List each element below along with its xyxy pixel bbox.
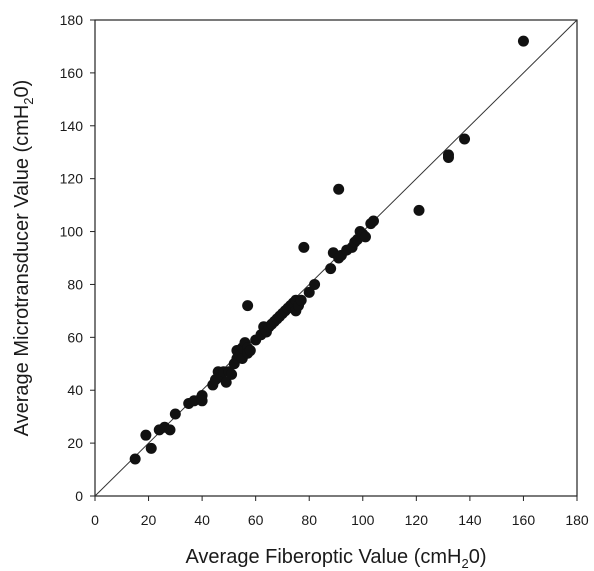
- x-axis-ticks: 0 20 40 60 80 100 120 140 160 180: [91, 496, 589, 528]
- x-tick-label: 0: [91, 512, 99, 528]
- data-point: [367, 215, 379, 227]
- data-point: [359, 231, 371, 243]
- data-point: [459, 133, 471, 145]
- x-tick-label: 100: [351, 512, 375, 528]
- plot-frame: [94, 19, 578, 497]
- y-tick-label: 140: [60, 118, 84, 134]
- y-tick-label: 20: [67, 435, 83, 451]
- data-point: [333, 183, 345, 195]
- x-tick-label: 160: [512, 512, 536, 528]
- data-point: [145, 442, 157, 454]
- data-point: [140, 429, 152, 441]
- data-point: [517, 35, 529, 47]
- data-point: [164, 424, 176, 436]
- y-tick-label: 180: [60, 12, 84, 28]
- y-tick-label: 0: [75, 488, 83, 504]
- x-tick-label: 40: [194, 512, 210, 528]
- y-tick-label: 160: [60, 65, 84, 81]
- x-axis-title: Average Fiberoptic Value (cmH20): [185, 546, 486, 571]
- y-tick-label: 100: [60, 224, 84, 240]
- x-tick-label: 80: [301, 512, 317, 528]
- data-point: [442, 149, 454, 161]
- data-points: [129, 35, 529, 465]
- data-point: [325, 263, 337, 275]
- data-point: [413, 204, 425, 216]
- data-point: [309, 278, 321, 290]
- data-point: [298, 241, 310, 253]
- y-axis-title: Average Microtransducer Value (cmH20): [11, 80, 36, 437]
- data-point: [220, 376, 232, 388]
- data-point: [244, 345, 256, 357]
- x-tick-label: 180: [565, 512, 589, 528]
- data-point: [196, 395, 208, 407]
- y-tick-label: 120: [60, 171, 84, 187]
- x-tick-label: 120: [405, 512, 429, 528]
- y-tick-label: 40: [67, 382, 83, 398]
- data-point: [303, 286, 315, 298]
- data-point: [295, 294, 307, 306]
- x-tick-label: 140: [458, 512, 482, 528]
- x-tick-label: 20: [141, 512, 157, 528]
- data-point: [226, 368, 238, 380]
- data-point: [242, 300, 254, 312]
- data-point: [129, 453, 141, 465]
- y-tick-label: 60: [67, 329, 83, 345]
- y-axis-ticks: 0 20 40 60 80 100 120 140 160 180: [60, 12, 95, 504]
- data-point: [169, 408, 181, 420]
- y-tick-label: 80: [67, 276, 83, 292]
- data-point: [188, 395, 200, 407]
- x-tick-label: 60: [248, 512, 264, 528]
